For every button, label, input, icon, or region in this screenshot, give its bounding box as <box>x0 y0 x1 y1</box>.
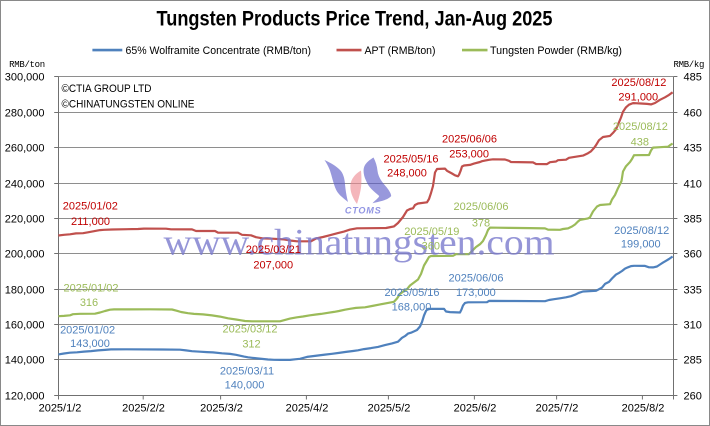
svg-text:2025/01/02: 2025/01/02 <box>63 200 118 212</box>
svg-text:143,000: 143,000 <box>70 338 110 350</box>
svg-text:Tungsten Powder (RMB/kg): Tungsten Powder (RMB/kg) <box>490 45 622 57</box>
svg-text:2025/2/2: 2025/2/2 <box>122 403 165 415</box>
svg-text:RMB/ton: RMB/ton <box>9 60 45 70</box>
svg-text:140,000: 140,000 <box>5 354 45 366</box>
svg-text:CTOMS: CTOMS <box>345 205 382 216</box>
svg-text:120,000: 120,000 <box>5 390 45 402</box>
svg-text:www.chinatungsten.com: www.chinatungsten.com <box>164 223 555 264</box>
svg-text:65% Wolframite Concentrate (RM: 65% Wolframite Concentrate (RMB/ton) <box>126 45 312 57</box>
svg-text:2025/06/06: 2025/06/06 <box>453 201 508 213</box>
svg-text:220,000: 220,000 <box>5 213 45 225</box>
svg-text:200,000: 200,000 <box>5 248 45 260</box>
svg-text:©CHINATUNGSTEN ONLINE: ©CHINATUNGSTEN ONLINE <box>62 99 195 111</box>
svg-text:2025/05/16: 2025/05/16 <box>383 153 438 165</box>
svg-text:435: 435 <box>684 142 702 154</box>
svg-text:2025/5/2: 2025/5/2 <box>368 403 411 415</box>
svg-text:2025/08/12: 2025/08/12 <box>614 225 669 237</box>
svg-text:2025/4/2: 2025/4/2 <box>286 403 329 415</box>
svg-text:2025/03/11: 2025/03/11 <box>220 365 274 377</box>
svg-text:180,000: 180,000 <box>5 284 45 296</box>
svg-text:168,000: 168,000 <box>392 301 432 313</box>
svg-text:248,000: 248,000 <box>387 167 427 179</box>
svg-text:199,000: 199,000 <box>621 239 661 251</box>
svg-text:RMB/kg: RMB/kg <box>674 60 705 70</box>
svg-text:485: 485 <box>684 71 702 83</box>
svg-text:385: 385 <box>684 213 702 225</box>
svg-text:260,000: 260,000 <box>5 142 45 154</box>
svg-text:2025/05/16: 2025/05/16 <box>384 287 439 299</box>
svg-text:2025/05/19: 2025/05/19 <box>404 226 459 238</box>
svg-text:378: 378 <box>472 217 490 229</box>
svg-text:2025/6/2: 2025/6/2 <box>454 403 497 415</box>
svg-text:207,000: 207,000 <box>253 260 293 272</box>
svg-text:2025/7/2: 2025/7/2 <box>536 403 579 415</box>
svg-text:173,000: 173,000 <box>456 287 496 299</box>
svg-text:316: 316 <box>80 297 98 309</box>
svg-text:240,000: 240,000 <box>5 178 45 190</box>
svg-text:260: 260 <box>684 390 702 402</box>
svg-text:285: 285 <box>684 354 702 366</box>
svg-text:Tungsten Products Price Trend,: Tungsten Products Price Trend, Jan-Aug 2… <box>157 8 553 31</box>
svg-text:280,000: 280,000 <box>5 107 45 119</box>
svg-text:360: 360 <box>422 241 440 253</box>
svg-text:291,000: 291,000 <box>618 91 658 103</box>
svg-text:2025/08/12: 2025/08/12 <box>611 77 666 89</box>
svg-text:2025/1/2: 2025/1/2 <box>39 403 82 415</box>
svg-text:335: 335 <box>684 284 702 296</box>
svg-text:2025/01/02: 2025/01/02 <box>63 282 118 294</box>
svg-text:253,000: 253,000 <box>449 149 489 161</box>
svg-text:2025/8/2: 2025/8/2 <box>622 403 665 415</box>
svg-text:2025/08/12: 2025/08/12 <box>613 121 668 133</box>
svg-text:©CTIA GROUP LTD: ©CTIA GROUP LTD <box>62 83 152 95</box>
svg-text:2025/03/12: 2025/03/12 <box>222 323 277 335</box>
svg-text:2025/01/02: 2025/01/02 <box>60 324 115 336</box>
svg-text:APT (RMB/ton): APT (RMB/ton) <box>365 45 436 57</box>
svg-text:360: 360 <box>684 248 702 260</box>
svg-text:2025/3/2: 2025/3/2 <box>200 403 243 415</box>
svg-text:438: 438 <box>631 137 649 149</box>
svg-text:2025/03/21: 2025/03/21 <box>246 244 301 256</box>
svg-text:2025/06/06: 2025/06/06 <box>442 134 497 146</box>
svg-text:410: 410 <box>684 178 702 190</box>
svg-text:310: 310 <box>684 319 702 331</box>
svg-text:2025/06/06: 2025/06/06 <box>448 272 503 284</box>
svg-text:460: 460 <box>684 107 702 119</box>
svg-text:211,000: 211,000 <box>71 216 110 228</box>
svg-text:300,000: 300,000 <box>5 71 45 83</box>
svg-text:160,000: 160,000 <box>5 319 45 331</box>
svg-text:312: 312 <box>242 338 260 350</box>
svg-text:140,000: 140,000 <box>225 379 265 391</box>
